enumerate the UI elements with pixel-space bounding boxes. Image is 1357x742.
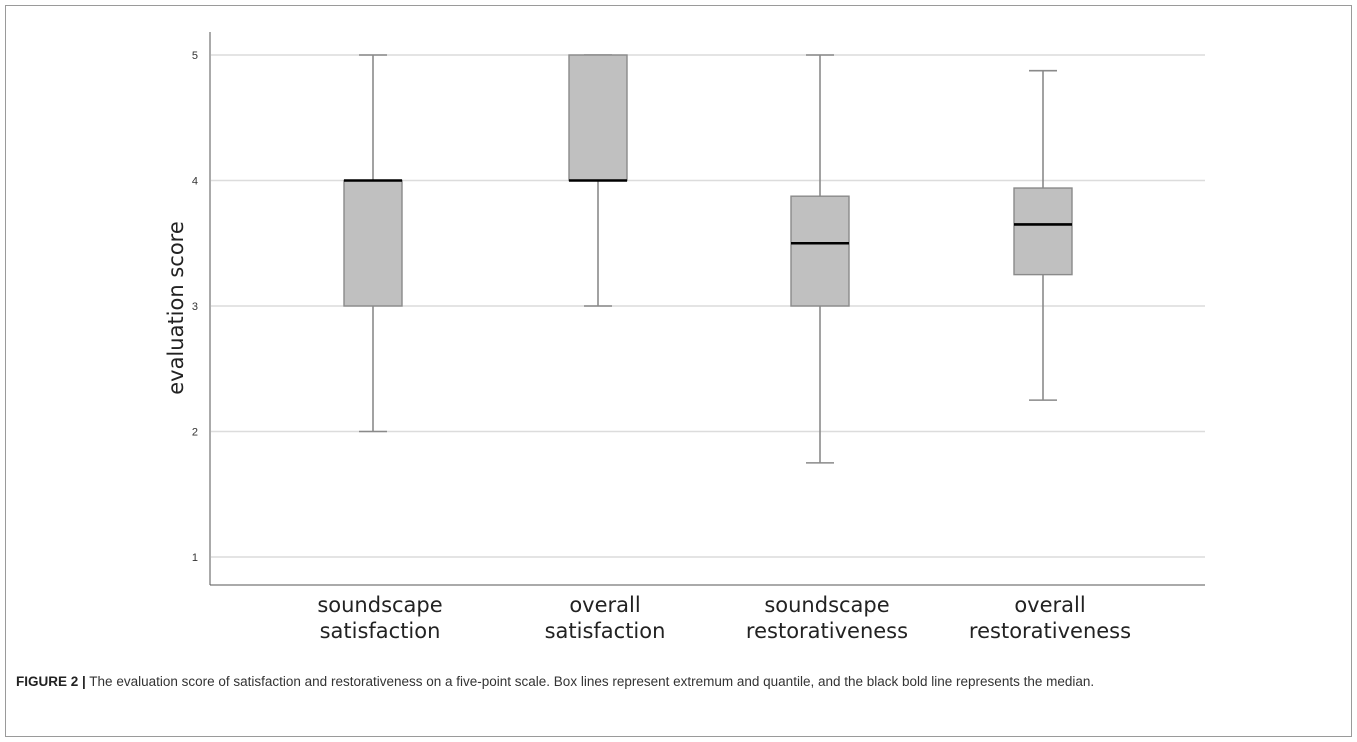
- y-tick-label: 5: [192, 50, 198, 62]
- y-tick-label: 3: [192, 301, 198, 313]
- x-category-label: overall: [569, 593, 640, 617]
- box-3: [790, 54, 850, 464]
- y-tick-label: 1: [192, 552, 198, 564]
- x-category-label: restorativeness: [969, 619, 1131, 643]
- iqr-box: [1013, 187, 1073, 276]
- x-category-label: restorativeness: [746, 619, 908, 643]
- iqr-box: [343, 179, 403, 307]
- box-1: [343, 54, 403, 433]
- iqr-box: [568, 54, 628, 182]
- x-category-label: overall: [1014, 593, 1085, 617]
- axes: [209, 32, 1205, 586]
- y-tick-label: 4: [192, 176, 198, 188]
- y-axis-label: evaluation score: [164, 221, 188, 395]
- iqr-box: [790, 195, 850, 307]
- figure-frame: [5, 5, 1352, 737]
- caption-text: The evaluation score of satisfaction and…: [85, 674, 1095, 689]
- y-tick-labels: 1 2 3 4 5: [192, 50, 198, 564]
- x-category-label: soundscape: [317, 593, 442, 617]
- x-category-labels: soundscapesatisfactionoverallsatisfactio…: [317, 593, 1131, 643]
- box-2: [568, 54, 628, 307]
- figure-caption: FIGURE 2 | The evaluation score of satis…: [16, 672, 1336, 691]
- x-category-label: soundscape: [764, 593, 889, 617]
- x-category-label: satisfaction: [545, 619, 666, 643]
- y-tick-label: 2: [192, 427, 198, 439]
- caption-label: FIGURE 2 |: [16, 674, 86, 689]
- x-category-label: satisfaction: [320, 619, 441, 643]
- boxes: [343, 54, 1073, 464]
- box-4: [1013, 69, 1073, 401]
